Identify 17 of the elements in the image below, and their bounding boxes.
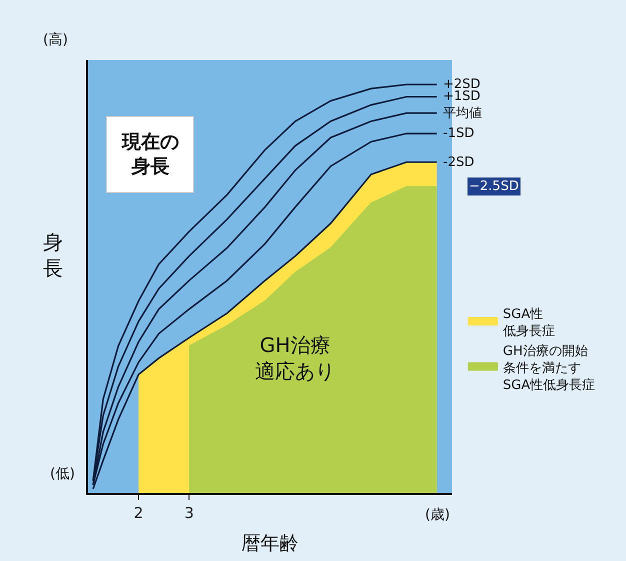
text: 身長 xyxy=(43,230,63,280)
text: 現在の xyxy=(122,131,179,153)
text: (歳) xyxy=(425,507,450,523)
annotation: −2.5SD xyxy=(469,179,519,194)
x-axis-title: 暦年齢 xyxy=(242,532,298,554)
series-label: +1SD xyxy=(443,89,480,104)
y-axis-title: 身長 xyxy=(130,156,170,178)
text: (高) xyxy=(43,32,68,48)
series-label: 平均値 xyxy=(443,106,482,121)
legend-label: SGA性低身長症 xyxy=(502,307,555,340)
x-tick-label: 2 xyxy=(134,504,144,522)
series-label: -2SD xyxy=(443,155,474,170)
annotation: GH治療適応あり xyxy=(255,333,335,383)
legend-label: GH治療の開始条件を満たすSGA性低身長症 xyxy=(502,344,596,393)
x-tick-label: 3 xyxy=(184,504,194,522)
text: (低) xyxy=(50,466,75,482)
series-label: -1SD xyxy=(443,126,474,141)
